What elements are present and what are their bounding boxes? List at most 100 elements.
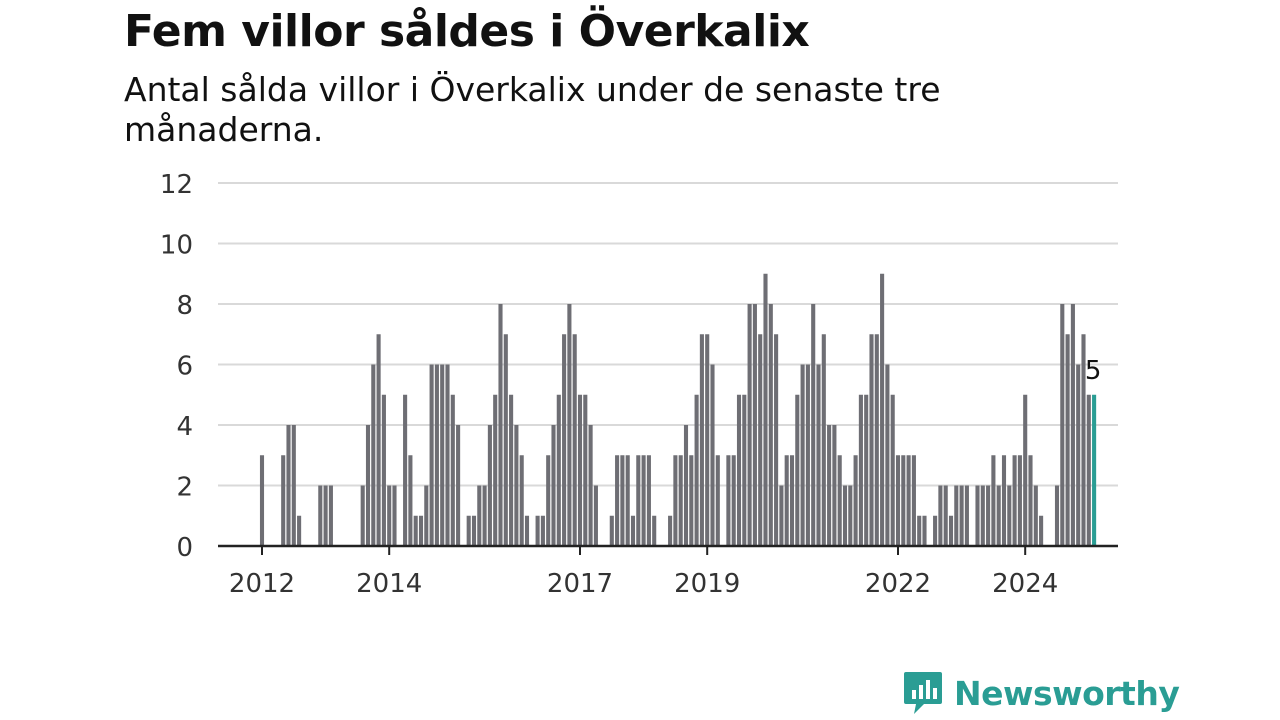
bar: [784, 455, 789, 546]
bar: [1012, 455, 1017, 546]
bar: [668, 515, 673, 546]
bar: [456, 425, 461, 546]
bar: [827, 425, 832, 546]
bar: [895, 455, 901, 546]
bar: [710, 364, 715, 546]
bar: [360, 485, 365, 546]
bar: [975, 485, 980, 546]
bar: [763, 273, 768, 546]
bar: [636, 455, 641, 546]
bar: [376, 334, 381, 546]
x-tick-label: 2017: [547, 569, 613, 599]
bar: [774, 334, 779, 546]
bar: [991, 455, 996, 546]
bar: [540, 515, 545, 546]
bar: [646, 455, 651, 546]
data-label: 5: [1085, 356, 1102, 386]
bar: [1039, 515, 1044, 546]
bar: [487, 425, 492, 546]
bar: [615, 455, 620, 546]
bar: [715, 455, 720, 546]
newsworthy-logo-text: Newsworthy: [954, 673, 1180, 713]
bar: [318, 485, 323, 546]
bar: [297, 515, 302, 546]
bar: [842, 485, 848, 546]
bar: [768, 304, 773, 546]
y-tick-label: 2: [176, 473, 193, 503]
y-tick-label: 0: [176, 533, 193, 563]
bar: [943, 485, 948, 546]
bar: [848, 485, 853, 546]
newsworthy-logo-icon: [904, 672, 942, 714]
bar: [922, 515, 927, 546]
bar: [371, 364, 376, 546]
bar-chart: 0 2 4 6 8 10 12 5 2012 2014 2017 2019 2022 2024: [160, 170, 1118, 599]
bar: [429, 364, 434, 546]
bar: [434, 364, 439, 546]
bar: [583, 394, 588, 546]
bar: [535, 515, 540, 546]
bar: [1033, 485, 1038, 546]
y-tick-label: 10: [160, 231, 193, 261]
bar: [503, 334, 508, 546]
bar: [572, 334, 577, 546]
bar: [577, 394, 583, 546]
bar: [911, 455, 916, 546]
bar: [551, 425, 556, 546]
x-tick-label: 2012: [229, 569, 295, 599]
bar: [1065, 334, 1070, 546]
bar: [673, 455, 678, 546]
bar: [742, 394, 747, 546]
bar: [736, 394, 742, 546]
bar: [403, 394, 408, 546]
bar: [747, 304, 752, 546]
bar: [281, 455, 286, 546]
bar: [752, 304, 757, 546]
bar: [885, 364, 890, 546]
bar: [689, 455, 694, 546]
bar: [609, 515, 614, 546]
x-tick-label: 2014: [356, 569, 422, 599]
y-tick-label: 8: [176, 291, 193, 321]
bar: [683, 425, 689, 546]
bar-highlight: [1092, 394, 1097, 546]
bar: [1070, 304, 1075, 546]
bar: [1028, 455, 1033, 546]
bar: [996, 485, 1001, 546]
bar: [593, 485, 598, 546]
bar: [986, 485, 991, 546]
bar: [588, 425, 593, 546]
bar: [387, 485, 392, 546]
bar: [620, 455, 625, 546]
bar: [413, 515, 418, 546]
newsworthy-logo: Newsworthy: [902, 670, 1180, 716]
bar: [652, 515, 657, 546]
bar: [901, 455, 906, 546]
bar: [450, 394, 455, 546]
bar: [890, 394, 895, 546]
bar: [1001, 455, 1007, 546]
bar: [853, 455, 858, 546]
bar: [821, 334, 826, 546]
bar: [1007, 485, 1012, 546]
bar: [440, 364, 445, 546]
bar: [800, 364, 805, 546]
bar: [509, 394, 514, 546]
bar: [1017, 455, 1022, 546]
bar: [519, 455, 524, 546]
bar: [699, 334, 704, 546]
bar: [917, 515, 922, 546]
bar: [418, 515, 424, 546]
bar: [789, 455, 795, 546]
bar: [381, 394, 386, 546]
bar: [392, 485, 397, 546]
bar: [731, 455, 736, 546]
bar: [805, 364, 810, 546]
bar: [980, 485, 985, 546]
bar: [678, 455, 683, 546]
bar: [328, 485, 333, 546]
bar: [858, 394, 863, 546]
bar: [466, 515, 471, 546]
bar: [641, 455, 646, 546]
bar: [482, 485, 487, 546]
